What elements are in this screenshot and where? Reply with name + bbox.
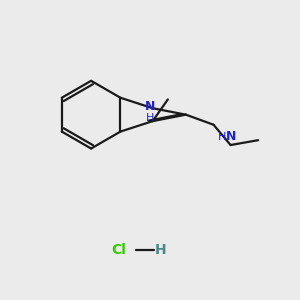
Text: N: N <box>225 130 236 143</box>
Text: H: H <box>218 132 226 142</box>
Text: Cl: Cl <box>112 243 127 257</box>
Text: H: H <box>146 112 154 123</box>
Text: N: N <box>145 100 155 113</box>
Text: H: H <box>154 243 166 257</box>
